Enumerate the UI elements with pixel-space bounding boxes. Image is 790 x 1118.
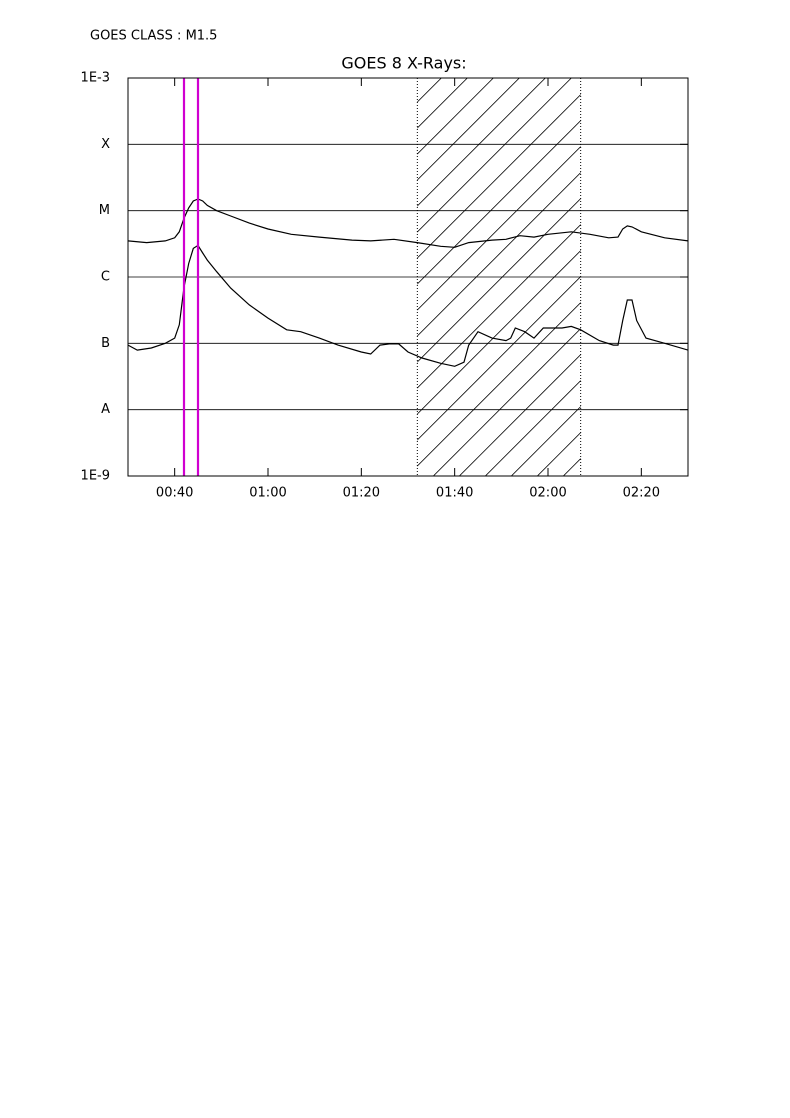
y-tick-label: 1E-9 (81, 469, 110, 484)
hatch-line (719, 78, 790, 476)
y-tick-label: M (99, 203, 110, 218)
x-tick-label: 02:20 (623, 486, 660, 501)
series-line (128, 244, 688, 367)
y-tick-label: 1E-3 (81, 71, 110, 86)
x-tick-label: 00:40 (156, 486, 193, 501)
hatch-line (693, 78, 790, 476)
x-tick-label: 01:20 (343, 486, 380, 501)
hatch-line (771, 78, 790, 476)
hatch-line (745, 78, 790, 476)
chart-title: GOES 8 X-Rays: (341, 54, 466, 73)
x-tick-label: 02:00 (529, 486, 566, 501)
series-line (128, 198, 688, 248)
goes-class: GOES CLASS : M1.5 (90, 29, 217, 44)
x-tick-label: 01:40 (436, 486, 473, 501)
plot-frame (127, 77, 689, 477)
y-tick-label: C (101, 270, 110, 285)
x-tick-label: 01:00 (249, 486, 286, 501)
y-tick-label: X (101, 137, 110, 152)
y-tick-label: A (101, 402, 110, 417)
y-tick-label: B (101, 336, 110, 351)
